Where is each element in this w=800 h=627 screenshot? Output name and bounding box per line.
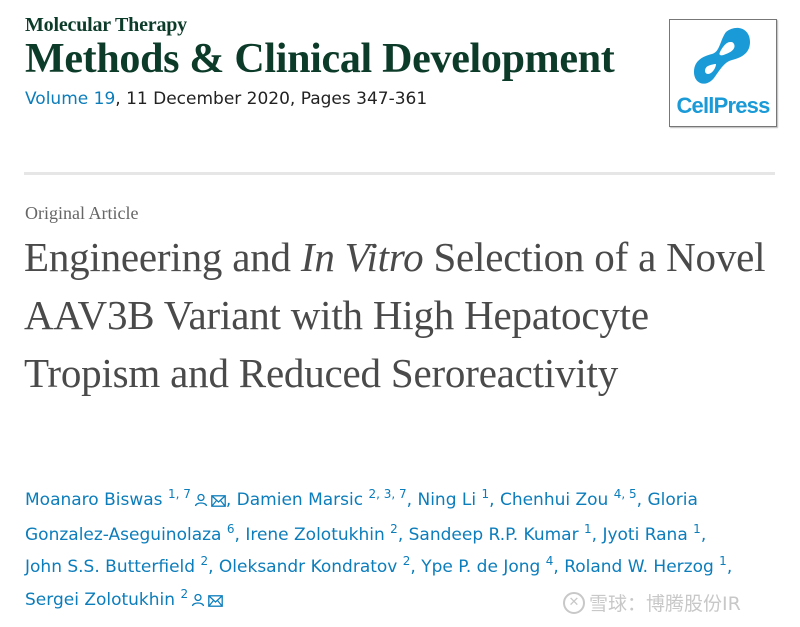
issue-info: Volume 19, 11 December 2020, Pages 347-3…: [25, 88, 665, 110]
author-link[interactable]: Damien Marsic 2, 3, 7: [236, 487, 407, 510]
journal-title[interactable]: Methods & Clinical Development: [25, 36, 615, 82]
author-link[interactable]: Ning Li 1: [417, 487, 490, 510]
author-link[interactable]: Roland W. Herzog 1: [564, 554, 727, 577]
author-link[interactable]: Ype P. de Jong 4: [421, 554, 554, 577]
author-link[interactable]: Jyoti Rana 1: [602, 521, 701, 545]
article-type: Original Article: [25, 203, 139, 223]
author-link[interactable]: Gloria Gonzalez-Aseguinolaza 6: [25, 490, 698, 545]
cellpress-wordmark: CellPress: [676, 93, 770, 118]
watermark-text: 雪球：博腾股份IR: [589, 593, 741, 615]
watermark: ✕ 雪球：博腾股份IR: [563, 589, 741, 616]
cellpress-mark-icon: [694, 27, 750, 84]
issue-details: , 11 December 2020, Pages 347-361: [115, 89, 428, 109]
email-icon[interactable]: [210, 486, 226, 519]
title-part: Selection of a Novel AAV3B Variant with …: [24, 234, 766, 396]
journal-parent-title[interactable]: Molecular Therapy: [25, 14, 187, 36]
cellpress-logo[interactable]: CellPress: [669, 19, 777, 127]
author-link[interactable]: Moanaro Biswas 1, 7: [25, 487, 191, 510]
author-link[interactable]: Chenhui Zou 4, 5: [499, 487, 637, 510]
email-icon[interactable]: [208, 586, 223, 619]
title-italic-part: In Vitro: [300, 234, 424, 280]
author-link[interactable]: John S.S. Butterfield 2: [25, 554, 209, 577]
author-link[interactable]: Irene Zolotukhin 2: [245, 521, 398, 545]
xueqiu-logo-icon: ✕: [563, 591, 585, 614]
header-divider: [24, 172, 775, 175]
author-link[interactable]: Sergei Zolotukhin 2: [25, 586, 189, 610]
journal-header: Molecular Therapy Methods & Clinical Dev…: [25, 14, 665, 110]
author-link[interactable]: Oleksandr Kondratov 2: [218, 554, 411, 577]
article-title: Engineering and In Vitro Selection of a …: [24, 228, 784, 402]
title-part: Engineering and: [24, 234, 301, 280]
person-icon[interactable]: [194, 486, 208, 519]
volume-link[interactable]: Volume 19: [25, 89, 116, 109]
author-link[interactable]: Sandeep R.P. Kumar 1: [408, 521, 592, 545]
author-list: Moanaro Biswas 1, 7, Damien Marsic 2, 3,…: [25, 484, 745, 618]
person-icon[interactable]: [191, 586, 205, 619]
